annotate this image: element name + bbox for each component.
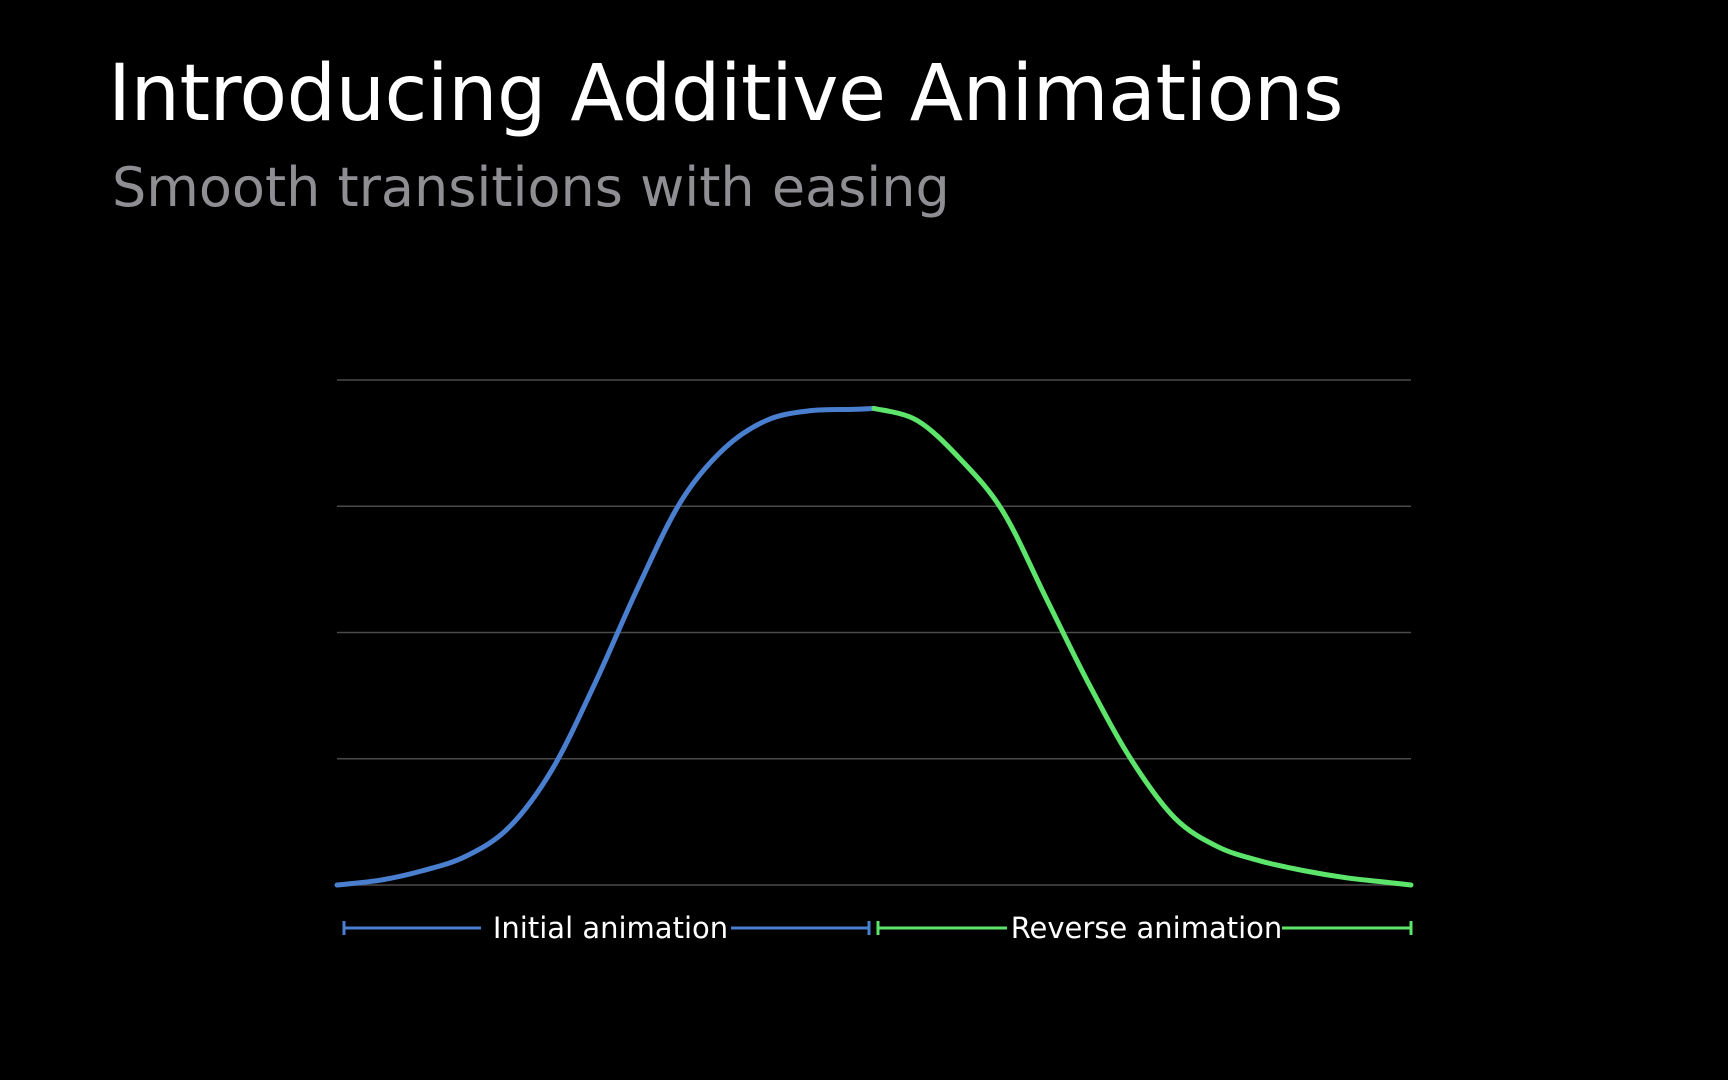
reverse-animation-curve	[871, 405, 1414, 888]
chart-curves	[334, 405, 1414, 888]
chart-legend: Initial animation Reverse animation	[342, 911, 1413, 945]
slide-subtitle: Smooth transitions with easing	[112, 156, 950, 219]
reverse-animation-label: Reverse animation	[1011, 911, 1283, 945]
initial-animation-label: Initial animation	[493, 911, 728, 945]
initial-animation-curve	[334, 405, 877, 888]
chart-gridlines	[337, 379, 1411, 886]
slide-title: Introducing Additive Animations	[108, 49, 1344, 139]
